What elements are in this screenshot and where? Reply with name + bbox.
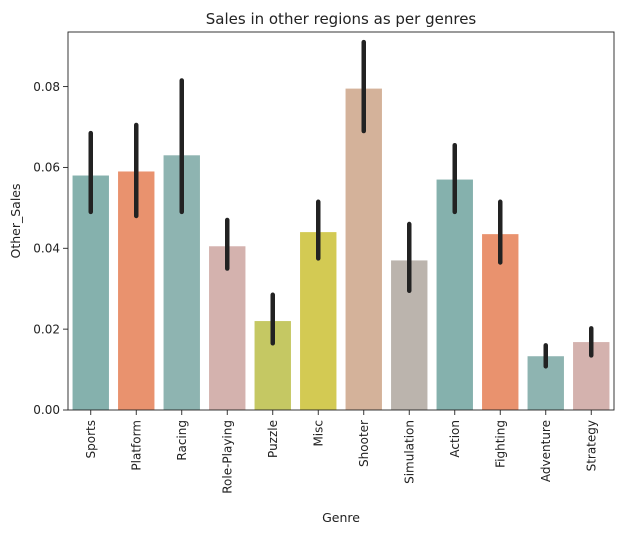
x-tick-label: Simulation — [402, 420, 416, 484]
x-tick-label: Puzzle — [266, 420, 280, 458]
y-tick-label: 0.08 — [33, 80, 60, 94]
error-bars-layer — [88, 39, 594, 369]
chart-title: Sales in other regions as per genres — [206, 10, 477, 28]
x-axis-ticks: Sports Platform Racing Role-Playing Puzzle Mi… — [84, 410, 598, 494]
x-tick-label: Racing — [175, 420, 189, 461]
y-tick-label: 0.06 — [33, 161, 60, 175]
bars-layer — [72, 88, 610, 410]
x-tick-label: Strategy — [584, 420, 598, 471]
y-tick-label: 0.02 — [33, 322, 60, 336]
x-tick-label: Fighting — [493, 420, 507, 468]
y-axis-label: Other_Sales — [8, 183, 23, 258]
x-tick-label: Sports — [84, 420, 98, 458]
y-tick-label: 0.04 — [33, 241, 60, 255]
x-tick-label: Shooter — [357, 420, 371, 467]
bar-action — [436, 179, 473, 410]
y-axis-ticks: 0.00 0.02 0.04 0.06 0.08 — [33, 80, 68, 417]
x-tick-label: Adventure — [539, 420, 553, 482]
x-tick-label: Action — [448, 420, 462, 458]
bar-shooter — [345, 88, 382, 410]
x-tick-label: Role-Playing — [220, 420, 234, 494]
y-tick-label: 0.00 — [33, 403, 60, 417]
bar-misc — [300, 232, 337, 410]
bar-role-playing — [209, 246, 246, 410]
bar-sports — [72, 175, 109, 410]
x-axis-label: Genre — [322, 510, 360, 525]
x-tick-label: Misc — [311, 420, 325, 447]
x-tick-label: Platform — [129, 420, 143, 471]
plot-frame — [67, 31, 615, 411]
